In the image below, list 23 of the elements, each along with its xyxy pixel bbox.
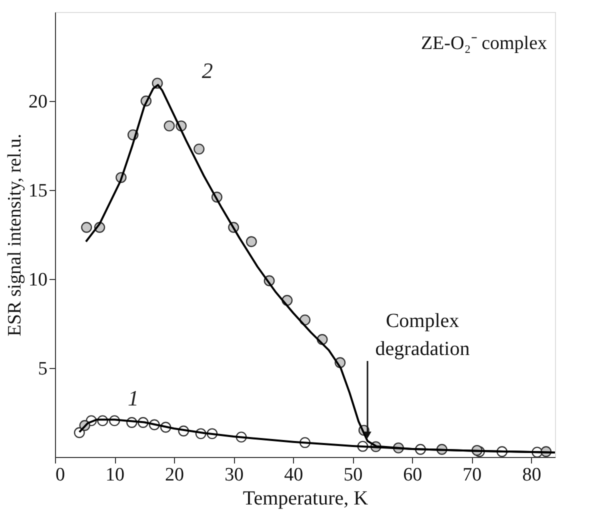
y-tick-label: 5 bbox=[38, 358, 48, 380]
series-label: 2 bbox=[202, 58, 213, 84]
point bbox=[164, 120, 175, 132]
x-tick-label: 50 bbox=[344, 464, 363, 486]
series-label: 1 bbox=[128, 386, 139, 411]
annotation: ZE-O₂⁻ complex bbox=[420, 33, 548, 54]
y-tick-label: 10 bbox=[28, 270, 48, 290]
x-tick-label: 30 bbox=[224, 464, 244, 486]
point bbox=[81, 222, 92, 233]
x-tick-label: 20 bbox=[165, 464, 184, 486]
x-tick-label: 80 bbox=[522, 464, 542, 486]
y-tick-label: 20 bbox=[28, 92, 48, 112]
point bbox=[246, 236, 257, 248]
x-tick-label: 10 bbox=[106, 464, 125, 486]
y-axis-title: ESR signal intensity, rel.u. bbox=[4, 134, 26, 336]
annotation: Complex degradation bbox=[375, 310, 470, 360]
x-tick-label: 0 bbox=[56, 464, 65, 486]
x-tick-label: 70 bbox=[462, 464, 482, 486]
x-tick-label: 40 bbox=[284, 464, 304, 486]
x-axis-title: Temperature, K bbox=[242, 488, 369, 510]
x-tick-label: 60 bbox=[403, 464, 422, 486]
y-tick-label: 15 bbox=[28, 180, 48, 202]
point bbox=[194, 144, 205, 155]
